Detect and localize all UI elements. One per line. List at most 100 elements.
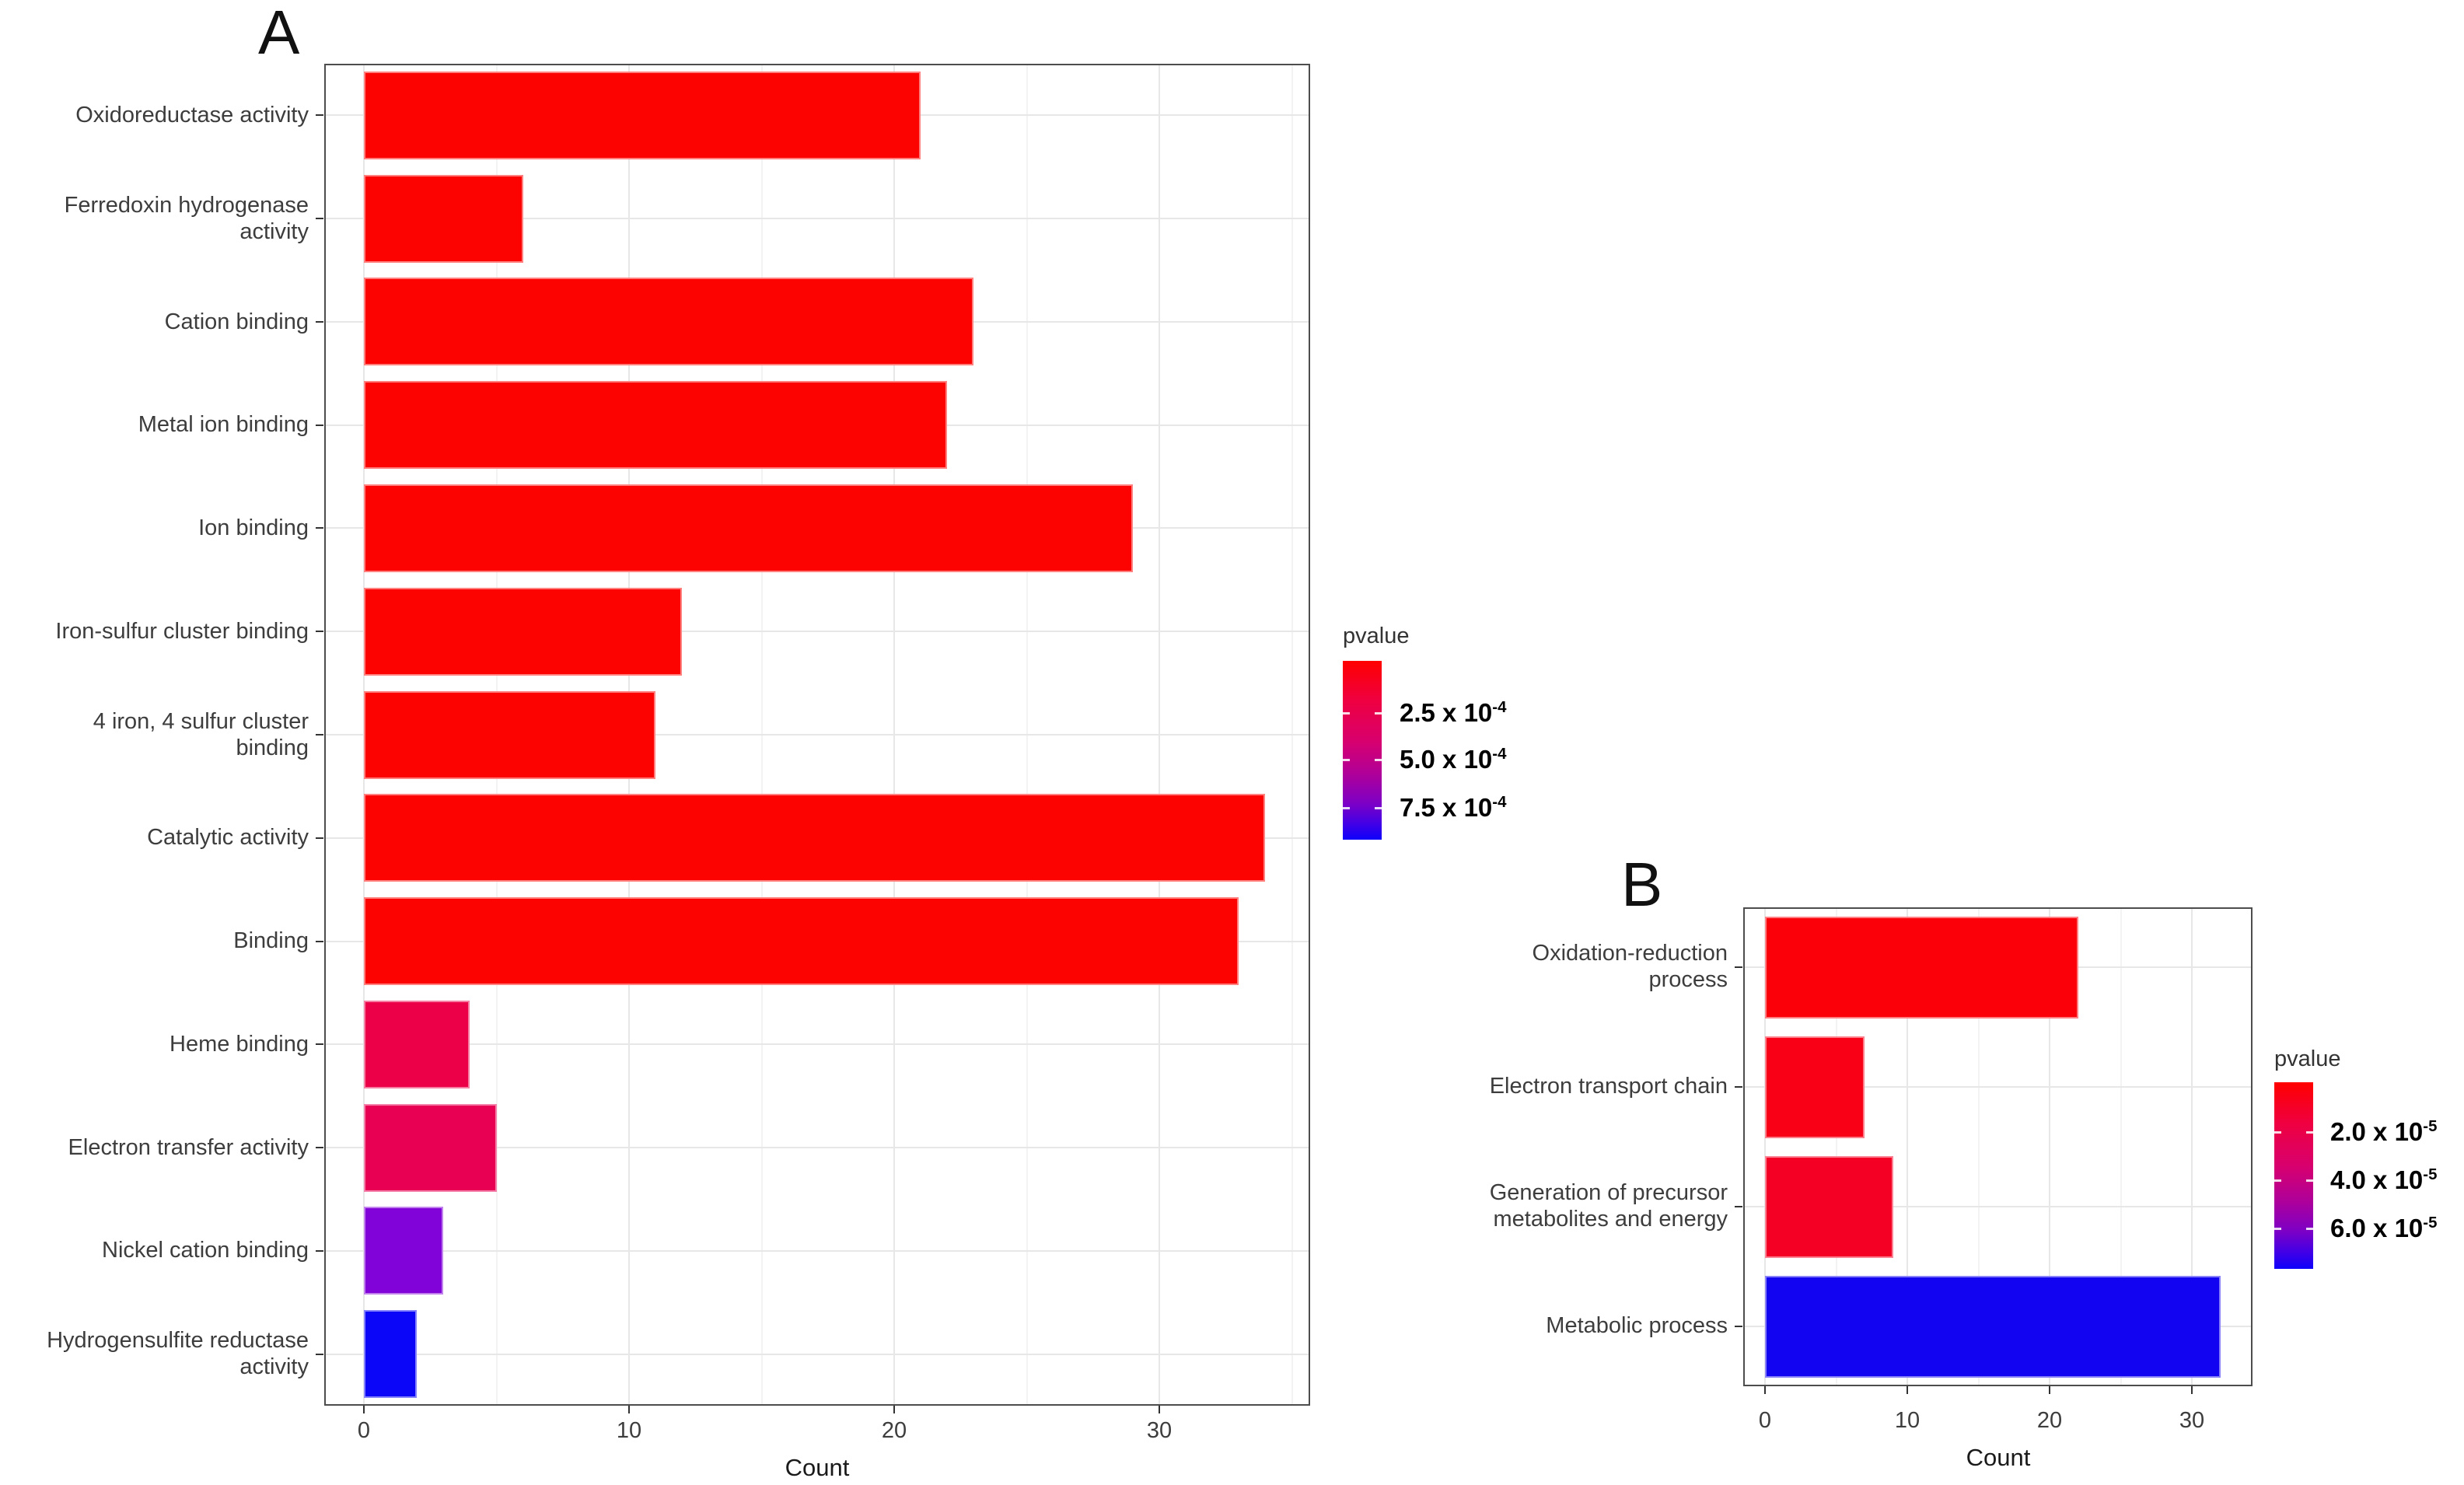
x-axis-title: Count [785, 1454, 850, 1481]
y-tick [316, 114, 323, 116]
y-tick [316, 218, 323, 219]
legend-tick-label: 4.0 x 10-5 [2330, 1165, 2438, 1194]
y-tick [316, 631, 323, 632]
gridline [1907, 907, 1908, 1386]
plot-area-A [324, 64, 1310, 1406]
x-tick-label: 20 [881, 1418, 907, 1443]
legend-tick [1375, 807, 1382, 809]
panel-letter-B: B [1621, 850, 1663, 919]
x-tick-label: 10 [616, 1418, 642, 1443]
gridline [2191, 907, 2193, 1386]
gridline [1835, 907, 1837, 1386]
gridline [324, 1043, 1310, 1045]
gridline [324, 1147, 1310, 1148]
x-tick [1159, 1406, 1160, 1413]
y-axis-label: 4 iron, 4 sulfur cluster binding [93, 708, 309, 760]
x-axis-title: Count [1966, 1444, 2031, 1471]
y-axis-label: Hydrogensulfite reductase activity [47, 1327, 309, 1379]
legend-tick [2274, 1131, 2281, 1134]
x-tick-label: 20 [2036, 1408, 2063, 1433]
bar [364, 588, 682, 676]
gridline [2120, 907, 2122, 1386]
y-axis-label: Metabolic process [1546, 1313, 1728, 1339]
legend-gradient [1343, 661, 1382, 840]
bar [364, 484, 1133, 572]
y-axis-label: Oxidation-reduction process [1532, 941, 1728, 992]
x-tick-label: 0 [357, 1418, 371, 1443]
y-tick [1735, 1206, 1742, 1207]
x-tick [628, 1406, 630, 1413]
x-tick [2191, 1386, 2193, 1394]
legend-tick-label: 7.5 x 10-4 [1400, 793, 1507, 822]
x-tick-label: 0 [1758, 1408, 1772, 1433]
gridline [1743, 1206, 2253, 1207]
legend-gradient [2274, 1082, 2313, 1269]
gridline [324, 631, 1310, 632]
y-axis-label: Oxidoreductase activity [75, 102, 309, 128]
y-axis-label: Generation of precursor metabolites and … [1489, 1180, 1728, 1232]
legend-tick [2306, 1179, 2313, 1182]
gridline [1977, 907, 1980, 1386]
y-axis-label: Binding [233, 928, 309, 953]
y-axis-label: Electron transport chain [1489, 1074, 1728, 1099]
bar [1765, 917, 2078, 1019]
y-tick [316, 941, 323, 942]
y-axis-label: Ion binding [198, 515, 309, 540]
y-tick [316, 321, 323, 323]
y-axis-label: Heme binding [170, 1031, 309, 1057]
legend-tick [1343, 759, 1350, 761]
legend-tick-label: 5.0 x 10-4 [1400, 745, 1507, 774]
legend-title: pvalue [1343, 624, 1410, 648]
y-axis-label: Ferredoxin hydrogenase activity [64, 192, 309, 244]
y-tick [316, 1250, 323, 1252]
y-tick [1735, 1086, 1742, 1088]
bar [364, 72, 921, 159]
y-axis-label: Nickel cation binding [102, 1237, 309, 1263]
legend-tick [1343, 807, 1350, 809]
legend-tick [2274, 1228, 2281, 1230]
bar [1765, 1036, 1865, 1138]
bar [364, 1310, 417, 1398]
bar [364, 278, 973, 365]
legend-tick [1375, 759, 1382, 761]
bar [364, 381, 947, 469]
bar [364, 1207, 443, 1295]
y-axis-label: Cation binding [164, 309, 309, 334]
legend-tick [2306, 1228, 2313, 1230]
bar [364, 1104, 497, 1192]
y-tick [316, 425, 323, 426]
legend-tick-label: 2.5 x 10-4 [1400, 698, 1507, 727]
gridline [324, 218, 1310, 219]
y-axis-label: Catalytic activity [147, 824, 309, 850]
legend-title: pvalue [2274, 1046, 2341, 1071]
x-tick-label: 30 [1146, 1418, 1173, 1443]
legend-tick [2274, 1179, 2281, 1182]
bar [364, 1001, 470, 1088]
bar [364, 175, 523, 263]
gridline [1764, 907, 1766, 1386]
x-tick [1764, 1386, 1766, 1394]
plot-area-B [1743, 907, 2253, 1386]
y-tick [316, 527, 323, 529]
gridline [324, 1354, 1310, 1355]
y-tick [316, 1354, 323, 1355]
x-tick-label: 30 [2179, 1408, 2205, 1433]
legend-tick-label: 2.0 x 10-5 [2330, 1117, 2438, 1146]
legend-tick [1375, 712, 1382, 715]
bar [1765, 1156, 1893, 1258]
y-tick [1735, 1326, 1742, 1327]
x-tick [363, 1406, 365, 1413]
panel-letter-A: A [258, 0, 300, 67]
y-tick [316, 1147, 323, 1148]
legend-tick-label: 6.0 x 10-5 [2330, 1214, 2438, 1242]
gridline [1743, 1086, 2253, 1088]
bar [364, 794, 1265, 882]
legend-tick [1343, 712, 1350, 715]
y-tick [316, 734, 323, 736]
gridline [2049, 907, 2050, 1386]
x-tick-label: 10 [1894, 1408, 1921, 1433]
bar [1765, 1276, 2221, 1378]
x-tick [893, 1406, 895, 1413]
y-tick [316, 1043, 323, 1045]
